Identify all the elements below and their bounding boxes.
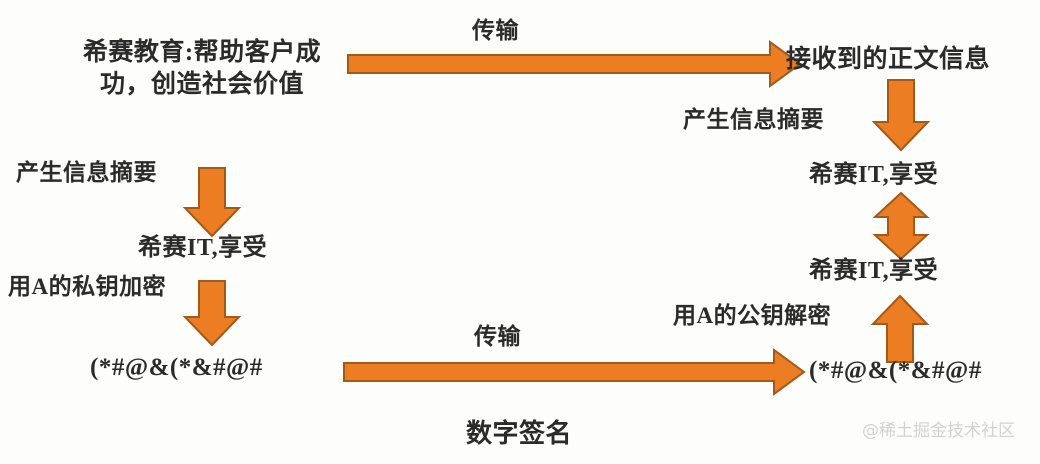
watermark-text: @稀土掘金技术社区 <box>862 421 1015 441</box>
arrow-transmit-top-icon <box>347 40 802 88</box>
label-generate-digest-left: 产生信息摘要 <box>16 160 157 185</box>
cipher-right-text: (*#@&(*&#@# <box>809 357 982 384</box>
arrow-received-to-digest-icon <box>871 79 931 152</box>
label-decrypt-public-key: 用A的公钥解密 <box>673 303 832 328</box>
digest-right-top-text: 希赛IT,享受 <box>809 162 939 188</box>
label-transmit-top: 传输 <box>472 18 519 43</box>
arrow-compare-digests-icon <box>872 191 930 261</box>
received-plaintext-text: 接收到的正文信息 <box>786 46 991 73</box>
digest-left-text: 希赛IT,享受 <box>138 235 268 261</box>
cipher-left-text: (*#@&(*&#@# <box>90 354 263 381</box>
label-encrypt-private-key: 用A的私钥加密 <box>8 274 167 299</box>
diagram-caption: 数字签名 <box>466 419 573 448</box>
arrow-encrypt-down-icon <box>182 280 242 347</box>
digest-right-bottom-text: 希赛IT,享受 <box>809 258 939 284</box>
label-transmit-bottom: 传输 <box>474 324 521 349</box>
arrow-generate-digest-left-icon <box>182 167 242 238</box>
arrow-transmit-bottom-icon <box>343 348 806 396</box>
plaintext-source-text: 希赛教育:帮助客户成 功，创造社会价值 <box>82 39 322 98</box>
label-generate-digest-right: 产生信息摘要 <box>683 107 824 132</box>
arrow-decrypt-up-icon <box>870 294 930 363</box>
